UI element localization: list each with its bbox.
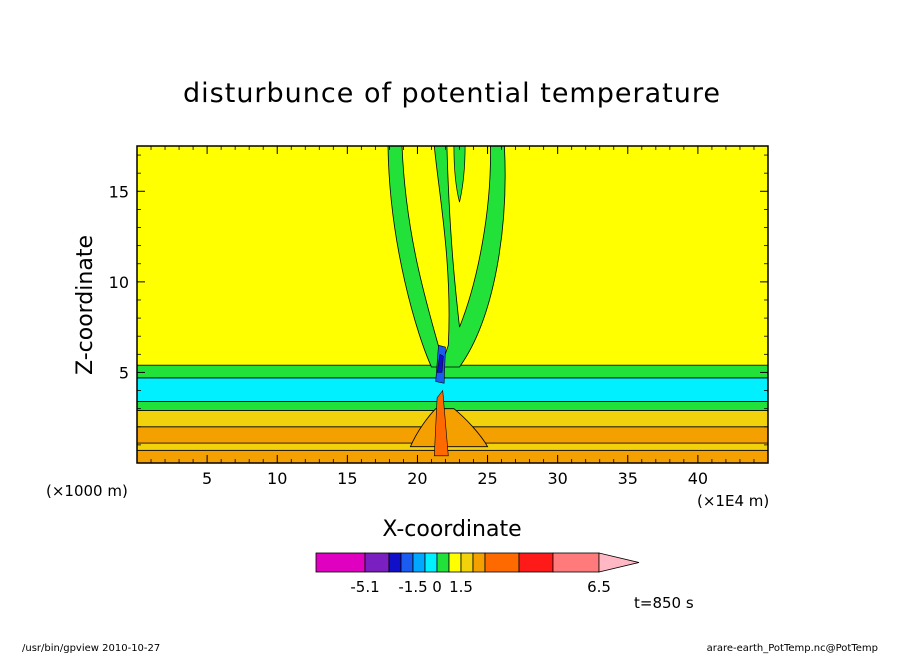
plume-core-top bbox=[453, 145, 466, 203]
colorbar-swatch bbox=[518, 552, 554, 573]
convective-core-warm bbox=[433, 389, 449, 457]
x-tick-label: 40 bbox=[688, 469, 708, 488]
chart-title: disturbunce of potential temperature bbox=[183, 78, 721, 109]
colorbar-label: -1.5 bbox=[398, 578, 427, 596]
plot-area: 5 10 15 20 25 30 35 40 5 10 15 bbox=[109, 145, 769, 488]
colorbar-extension-arrow bbox=[598, 552, 640, 573]
colorbar-swatch bbox=[364, 552, 390, 573]
colorbar-swatch bbox=[424, 552, 438, 573]
colorbar-label: 1.5 bbox=[449, 578, 473, 596]
colorbar-swatch bbox=[412, 552, 426, 573]
x-scale-note: (×1000 m) bbox=[46, 482, 128, 500]
colorbar-swatch bbox=[484, 552, 520, 573]
x-tick-label: 25 bbox=[477, 469, 497, 488]
y-tick-label: 15 bbox=[109, 182, 129, 201]
y-axis-label: Z-coordinate bbox=[73, 235, 98, 375]
colorbar-swatch bbox=[448, 552, 462, 573]
plot-frame bbox=[136, 145, 769, 464]
colorbar-label: 6.5 bbox=[587, 578, 611, 596]
contour-band-0 bbox=[136, 449, 769, 464]
colorbar-label: -5.1 bbox=[350, 578, 379, 596]
x-axis-label: X-coordinate bbox=[382, 517, 521, 542]
plume-inner-left bbox=[401, 145, 450, 363]
y-tick-label: 5 bbox=[119, 363, 129, 382]
convective-core-base bbox=[409, 408, 489, 448]
colorbar-swatch bbox=[460, 552, 474, 573]
colorbar-swatch bbox=[472, 552, 486, 573]
x-scale-note-right: (×1E4 m) bbox=[697, 492, 769, 510]
colorbar-swatch bbox=[315, 552, 366, 573]
colorbar-swatch bbox=[552, 552, 600, 573]
x-tick-label: 35 bbox=[618, 469, 638, 488]
time-annotation: t=850 s bbox=[634, 594, 694, 612]
y-tick-label: 10 bbox=[109, 273, 129, 292]
x-tick-label: 5 bbox=[202, 469, 212, 488]
colorbar: -5.1 -1.5 0 1.5 6.5 bbox=[315, 552, 640, 596]
contour-band-5 bbox=[136, 377, 769, 402]
x-tick-label: 20 bbox=[407, 469, 427, 488]
colorbar-swatch bbox=[436, 552, 450, 573]
footer-left: /usr/bin/gpview 2010-10-27 bbox=[22, 643, 160, 654]
plume-contours bbox=[387, 145, 506, 457]
x-tick-label: 10 bbox=[267, 469, 287, 488]
colorbar-label: 0 bbox=[432, 578, 442, 596]
colorbar-swatch bbox=[388, 552, 402, 573]
colorbar-swatch bbox=[400, 552, 414, 573]
convective-core-coldest bbox=[436, 353, 444, 373]
x-tick-label: 30 bbox=[547, 469, 567, 488]
x-tick-label: 15 bbox=[337, 469, 357, 488]
footer-right: arare-earth_PotTemp.nc@PotTemp bbox=[707, 643, 878, 654]
